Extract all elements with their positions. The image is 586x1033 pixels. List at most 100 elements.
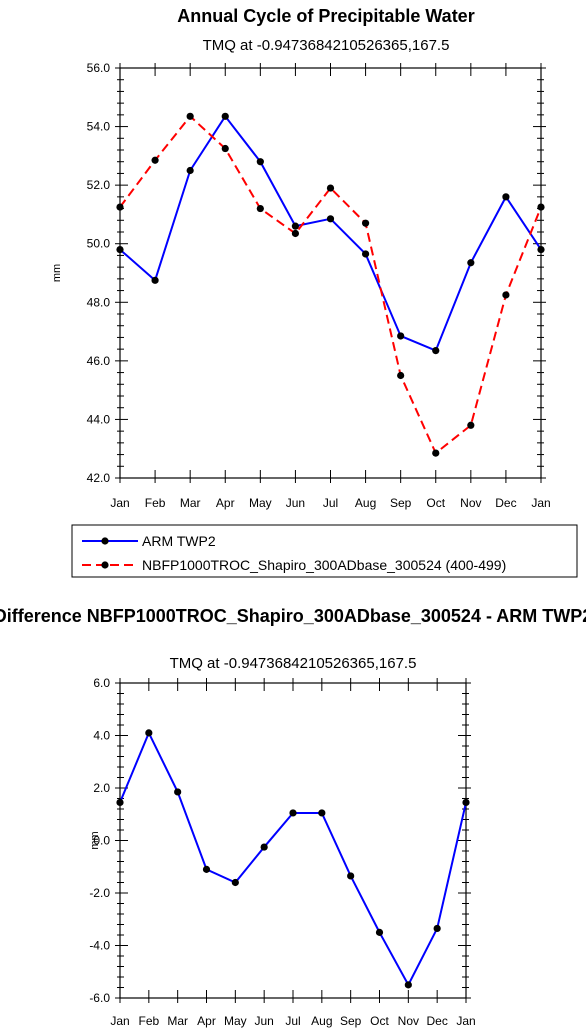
x-tick-label: Sep [340, 1014, 362, 1028]
chart-1: Annual Cycle of Precipitable Water TMQ at… [51, 6, 578, 578]
chart-subtitle: TMQ at -0.9473684210526365,167.5 [170, 655, 417, 672]
data-point [174, 788, 182, 796]
legend-label: NBFP1000TROC_Shapiro_300ADbase_300524 (4… [142, 557, 506, 573]
data-point [116, 203, 124, 211]
data-point [145, 729, 153, 737]
data-point [202, 865, 211, 873]
x-tick-label: Jan [531, 496, 550, 510]
legend-label: ARM TWP2 [142, 533, 216, 549]
chart-title: Difference NBFP1000TROC_Shapiro_300ADbas… [0, 606, 586, 626]
y-tick-label: -2.0 [89, 886, 110, 900]
data-point [432, 347, 440, 355]
data-point [347, 872, 355, 880]
y-tick-label: 4.0 [93, 729, 110, 743]
x-tick-label: Dec [495, 496, 516, 510]
data-point [291, 229, 300, 238]
x-tick-label: Mar [167, 1014, 188, 1028]
x-tick-label: Jan [456, 1014, 475, 1028]
x-tick-label: Nov [398, 1014, 419, 1028]
data-point [221, 144, 229, 153]
chart-2: Difference NBFP1000TROC_Shapiro_300ADbas… [0, 606, 586, 1028]
chart-title: Annual Cycle of Precipitable Water [177, 6, 474, 26]
plot-frame [119, 67, 542, 479]
x-tick-label: Apr [197, 1014, 216, 1028]
data-point [151, 276, 159, 284]
y-axis-label: mm [89, 831, 101, 849]
y-tick-label: 52.0 [87, 178, 111, 192]
x-tick-label: Jul [285, 1014, 300, 1028]
data-point [404, 981, 412, 989]
series-line [119, 114, 542, 352]
data-point [326, 184, 335, 192]
legend-marker [101, 561, 109, 569]
x-tick-label: Dec [426, 1014, 447, 1028]
y-tick-label: 54.0 [87, 120, 111, 134]
data-point [375, 928, 384, 936]
data-point [116, 245, 124, 254]
x-tick-label: Sep [390, 496, 412, 510]
data-point [502, 193, 510, 201]
x-tick-label: May [249, 496, 272, 510]
data-point [432, 449, 440, 457]
y-axis-label: mm [51, 264, 63, 282]
x-tick-label: Aug [355, 496, 376, 510]
data-point [397, 332, 405, 340]
data-point [537, 203, 545, 211]
x-tick-label: Jul [323, 496, 338, 510]
x-tick-label: May [224, 1014, 247, 1028]
data-point [231, 878, 239, 887]
data-point [256, 158, 264, 166]
y-tick-label: -4.0 [89, 939, 110, 953]
y-tick-label: 0.0 [93, 834, 110, 848]
y-tick-label: 2.0 [93, 781, 110, 795]
series-line [119, 114, 542, 455]
x-tick-label: Nov [460, 496, 481, 510]
legend: ARM TWP2 NBFP1000TROC_Shapiro_300ADbase_3… [71, 524, 578, 578]
y-tick-label: 46.0 [87, 354, 111, 368]
data-point [151, 156, 159, 164]
data-point [116, 798, 124, 807]
data-point [326, 215, 335, 223]
legend-box [71, 524, 578, 578]
x-tick-label: Jun [254, 1014, 273, 1028]
x-tick-label: Jan [110, 1014, 129, 1028]
y-tick-label: 48.0 [87, 295, 111, 309]
x-tick-label: Oct [426, 496, 445, 510]
data-point [433, 924, 441, 933]
plot-frame [119, 682, 467, 999]
x-tick-label: Feb [145, 496, 166, 510]
data-point [186, 166, 194, 175]
data-point [291, 222, 300, 230]
y-tick-label: 56.0 [87, 61, 111, 75]
data-point [221, 112, 229, 120]
y-tick-label: 44.0 [87, 412, 111, 426]
x-tick-label: Feb [138, 1014, 159, 1028]
data-point [397, 371, 405, 380]
chart-subtitle: TMQ at -0.9473684210526365,167.5 [203, 37, 450, 54]
data-point [467, 259, 475, 267]
y-tick-label: -6.0 [89, 991, 110, 1005]
data-point [361, 250, 370, 258]
data-point [318, 809, 326, 817]
data-point [186, 112, 194, 120]
x-tick-label: Aug [311, 1014, 332, 1028]
x-tick-label: Jan [110, 496, 129, 510]
y-tick-label: 42.0 [87, 471, 111, 485]
series-line [119, 730, 467, 988]
legend-marker [101, 537, 109, 545]
y-tick-label: 50.0 [87, 237, 111, 251]
data-point [467, 421, 475, 429]
x-tick-label: Mar [180, 496, 201, 510]
data-point [289, 809, 297, 817]
data-point [361, 219, 370, 227]
data-point [502, 291, 510, 299]
x-tick-label: Apr [216, 496, 235, 510]
x-tick-label: Oct [370, 1014, 389, 1028]
data-point [260, 843, 268, 851]
y-tick-label: 6.0 [93, 676, 110, 690]
x-tick-label: Jun [286, 496, 305, 510]
data-point [537, 245, 545, 254]
data-point [256, 204, 264, 213]
data-point [462, 798, 470, 807]
